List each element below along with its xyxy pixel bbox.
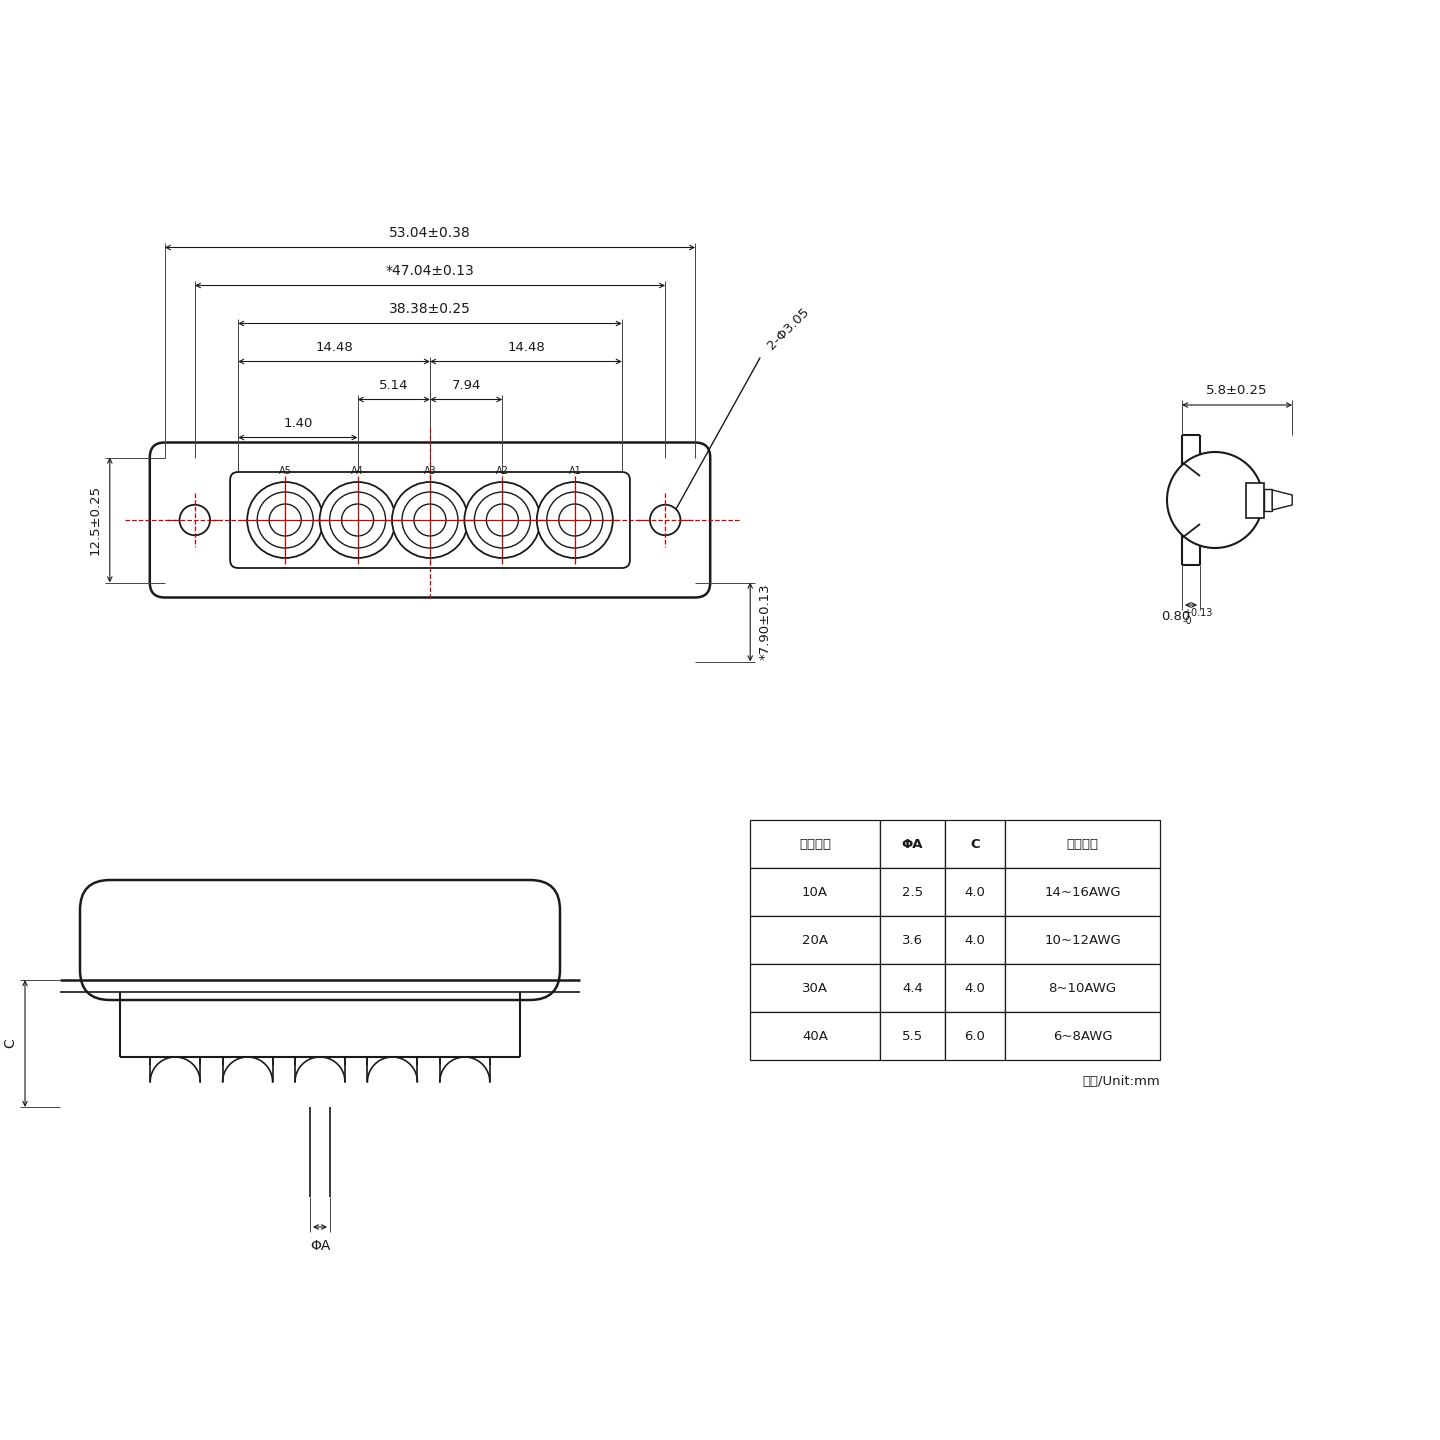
Text: 4.0: 4.0 xyxy=(965,933,985,946)
Text: 5.14: 5.14 xyxy=(379,379,409,392)
Circle shape xyxy=(392,482,468,559)
Bar xyxy=(880,916,945,963)
Circle shape xyxy=(341,504,373,536)
Circle shape xyxy=(649,505,681,536)
Bar xyxy=(750,819,880,868)
Text: -0: -0 xyxy=(1184,616,1192,626)
Bar xyxy=(1246,482,1264,517)
Text: C: C xyxy=(3,1038,17,1048)
Text: 14.48: 14.48 xyxy=(507,340,544,353)
Bar xyxy=(945,1012,1005,1060)
Bar xyxy=(750,1012,880,1060)
Bar xyxy=(1005,819,1161,868)
Text: ΦA: ΦA xyxy=(310,1238,330,1253)
Bar xyxy=(880,868,945,916)
Text: ΦA: ΦA xyxy=(901,838,923,851)
Text: +0.13: +0.13 xyxy=(1184,608,1212,618)
Circle shape xyxy=(474,492,530,549)
Text: A4: A4 xyxy=(351,467,364,477)
Text: 3.6: 3.6 xyxy=(901,933,923,946)
Text: 2-Φ3.05: 2-Φ3.05 xyxy=(765,305,812,353)
FancyBboxPatch shape xyxy=(150,442,710,598)
Text: A2: A2 xyxy=(495,467,508,477)
Bar xyxy=(750,963,880,1012)
Circle shape xyxy=(559,504,590,536)
Text: 10A: 10A xyxy=(802,886,828,899)
Text: 20A: 20A xyxy=(802,933,828,946)
Circle shape xyxy=(180,505,210,536)
Circle shape xyxy=(547,492,603,549)
Circle shape xyxy=(487,504,518,536)
Bar xyxy=(945,868,1005,916)
Circle shape xyxy=(269,504,301,536)
Bar xyxy=(880,963,945,1012)
Text: 6.0: 6.0 xyxy=(965,1030,985,1043)
Text: 30A: 30A xyxy=(802,982,828,995)
Text: A3: A3 xyxy=(423,467,436,477)
Circle shape xyxy=(330,492,386,549)
Text: A1: A1 xyxy=(569,467,582,477)
Bar xyxy=(1005,963,1161,1012)
Text: 单位/Unit:mm: 单位/Unit:mm xyxy=(1083,1076,1161,1089)
Text: 10~12AWG: 10~12AWG xyxy=(1044,933,1120,946)
Text: *7.90±0.13: *7.90±0.13 xyxy=(759,583,772,661)
Text: 线材规格: 线材规格 xyxy=(1067,838,1099,851)
Bar xyxy=(880,1012,945,1060)
Text: Lightan: Lightan xyxy=(212,914,409,966)
Circle shape xyxy=(415,504,446,536)
Bar xyxy=(945,819,1005,868)
Bar xyxy=(750,868,880,916)
Text: 2.5: 2.5 xyxy=(901,886,923,899)
Bar xyxy=(1264,490,1272,511)
Text: 12.5±0.25: 12.5±0.25 xyxy=(89,485,102,554)
Bar xyxy=(880,819,945,868)
Text: 38.38±0.25: 38.38±0.25 xyxy=(389,301,471,315)
Text: 5.5: 5.5 xyxy=(901,1030,923,1043)
Circle shape xyxy=(537,482,613,559)
Text: C: C xyxy=(971,838,979,851)
Circle shape xyxy=(248,482,323,559)
Text: 4.0: 4.0 xyxy=(965,982,985,995)
Text: 7.94: 7.94 xyxy=(452,379,481,392)
Text: 1.40: 1.40 xyxy=(284,416,312,429)
Bar xyxy=(1005,1012,1161,1060)
Bar xyxy=(750,916,880,963)
Bar xyxy=(1005,868,1161,916)
Circle shape xyxy=(320,482,396,559)
Bar xyxy=(945,916,1005,963)
FancyBboxPatch shape xyxy=(230,472,629,567)
Text: 5.8±0.25: 5.8±0.25 xyxy=(1207,384,1267,397)
Bar xyxy=(1005,916,1161,963)
Bar xyxy=(945,963,1005,1012)
Text: *47.04±0.13: *47.04±0.13 xyxy=(386,264,474,278)
Text: 6~8AWG: 6~8AWG xyxy=(1053,1030,1112,1043)
Text: 额定电流: 额定电流 xyxy=(799,838,831,851)
Text: 0.80: 0.80 xyxy=(1161,611,1191,624)
Text: 4.0: 4.0 xyxy=(965,886,985,899)
Text: 14~16AWG: 14~16AWG xyxy=(1044,886,1120,899)
Circle shape xyxy=(464,482,540,559)
Polygon shape xyxy=(1272,490,1292,510)
Text: 14.48: 14.48 xyxy=(315,340,353,353)
Text: 53.04±0.38: 53.04±0.38 xyxy=(389,226,471,239)
Text: 40A: 40A xyxy=(802,1030,828,1043)
FancyBboxPatch shape xyxy=(81,880,560,999)
Text: A5: A5 xyxy=(279,467,292,477)
Text: 8~10AWG: 8~10AWG xyxy=(1048,982,1116,995)
Text: Lightan: Lightan xyxy=(321,461,539,518)
Circle shape xyxy=(258,492,314,549)
Text: 4.4: 4.4 xyxy=(901,982,923,995)
Circle shape xyxy=(402,492,458,549)
Circle shape xyxy=(1166,452,1263,549)
